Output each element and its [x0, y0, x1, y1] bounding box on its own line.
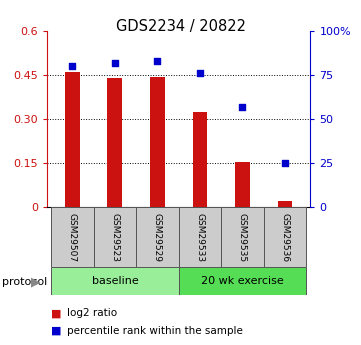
Point — [282, 160, 288, 166]
Bar — [278, 201, 292, 207]
Text: GSM29533: GSM29533 — [195, 213, 204, 262]
Point — [240, 104, 245, 109]
Bar — [264, 207, 306, 267]
Bar — [108, 78, 122, 207]
Bar — [150, 77, 165, 207]
Text: GDS2234 / 20822: GDS2234 / 20822 — [116, 19, 245, 34]
Bar — [136, 207, 179, 267]
Text: log2 ratio: log2 ratio — [67, 308, 117, 318]
Text: protocol: protocol — [2, 277, 47, 287]
Text: GSM29529: GSM29529 — [153, 213, 162, 262]
Text: ■: ■ — [51, 326, 61, 335]
Bar — [179, 207, 221, 267]
Text: 20 wk exercise: 20 wk exercise — [201, 276, 284, 286]
Text: ■: ■ — [51, 308, 61, 318]
Bar — [51, 207, 94, 267]
Text: GSM29523: GSM29523 — [110, 213, 119, 262]
Text: GSM29507: GSM29507 — [68, 213, 77, 262]
Bar — [235, 161, 250, 207]
Bar — [94, 207, 136, 267]
Bar — [221, 207, 264, 267]
Text: GSM29535: GSM29535 — [238, 213, 247, 262]
Text: baseline: baseline — [92, 276, 138, 286]
Point — [155, 58, 160, 64]
Bar — [179, 267, 306, 295]
Bar — [192, 112, 207, 207]
Point — [197, 70, 203, 76]
Text: percentile rank within the sample: percentile rank within the sample — [67, 326, 243, 335]
Bar — [51, 267, 179, 295]
Point — [112, 60, 118, 66]
Text: GSM29536: GSM29536 — [280, 213, 290, 262]
Bar — [65, 72, 80, 207]
Point — [70, 63, 75, 69]
Text: ▶: ▶ — [31, 276, 41, 289]
